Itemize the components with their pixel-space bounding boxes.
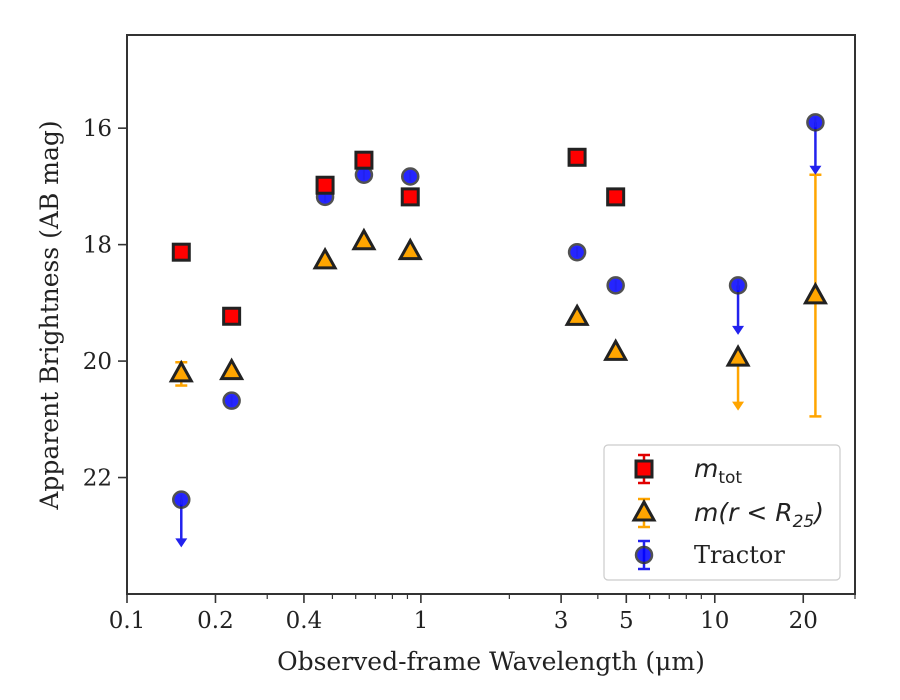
square-marker <box>315 175 335 195</box>
square-marker <box>171 242 191 262</box>
legend-circle-marker <box>634 545 654 565</box>
square-marker <box>354 150 374 170</box>
upper-limit-arrowhead <box>809 165 822 175</box>
y-tick-label: 22 <box>83 466 112 492</box>
square-marker <box>606 187 626 207</box>
legend-box <box>603 444 841 581</box>
triangle-marker <box>802 281 828 305</box>
legend-label: mtot <box>694 454 742 488</box>
x-tick-label: 20 <box>789 608 818 634</box>
triangle-marker <box>168 359 194 383</box>
x-tick-label: 0.1 <box>109 608 146 634</box>
y-tick-label: 16 <box>83 116 112 142</box>
x-axis-title: Observed-frame Wavelength (μm) <box>277 647 705 676</box>
x-tick-label: 10 <box>700 608 729 634</box>
triangle-marker <box>351 227 377 251</box>
legend-triangle-marker <box>631 498 657 522</box>
legend-label: m(r < R25) <box>694 498 824 532</box>
triangle-marker <box>312 246 338 270</box>
triangle-marker <box>397 237 423 261</box>
triangle-marker <box>725 344 751 367</box>
upper-limit-arrowhead <box>175 538 188 548</box>
upper-limit-arrowhead <box>732 401 745 411</box>
square-marker <box>567 147 587 167</box>
x-tick-label: 0.2 <box>197 608 234 634</box>
square-marker <box>400 187 420 207</box>
square-marker <box>222 306 242 326</box>
x-tick-label: 3 <box>554 608 569 634</box>
triangle-marker <box>564 303 590 326</box>
triangle-marker <box>219 357 245 381</box>
x-tick-label: 0.4 <box>286 608 323 634</box>
upper-limit-arrowhead <box>732 325 745 335</box>
x-tick-label: 1 <box>414 608 429 634</box>
x-tick-label: 5 <box>619 608 634 634</box>
y-axis-title: Apparent Brightness (AB mag) <box>35 120 64 510</box>
y-tick-label: 20 <box>83 349 112 375</box>
legend-square-marker <box>634 459 654 479</box>
y-tick-label: 18 <box>83 233 112 259</box>
triangle-marker <box>603 338 629 361</box>
legend-label: Tractor <box>694 541 785 569</box>
